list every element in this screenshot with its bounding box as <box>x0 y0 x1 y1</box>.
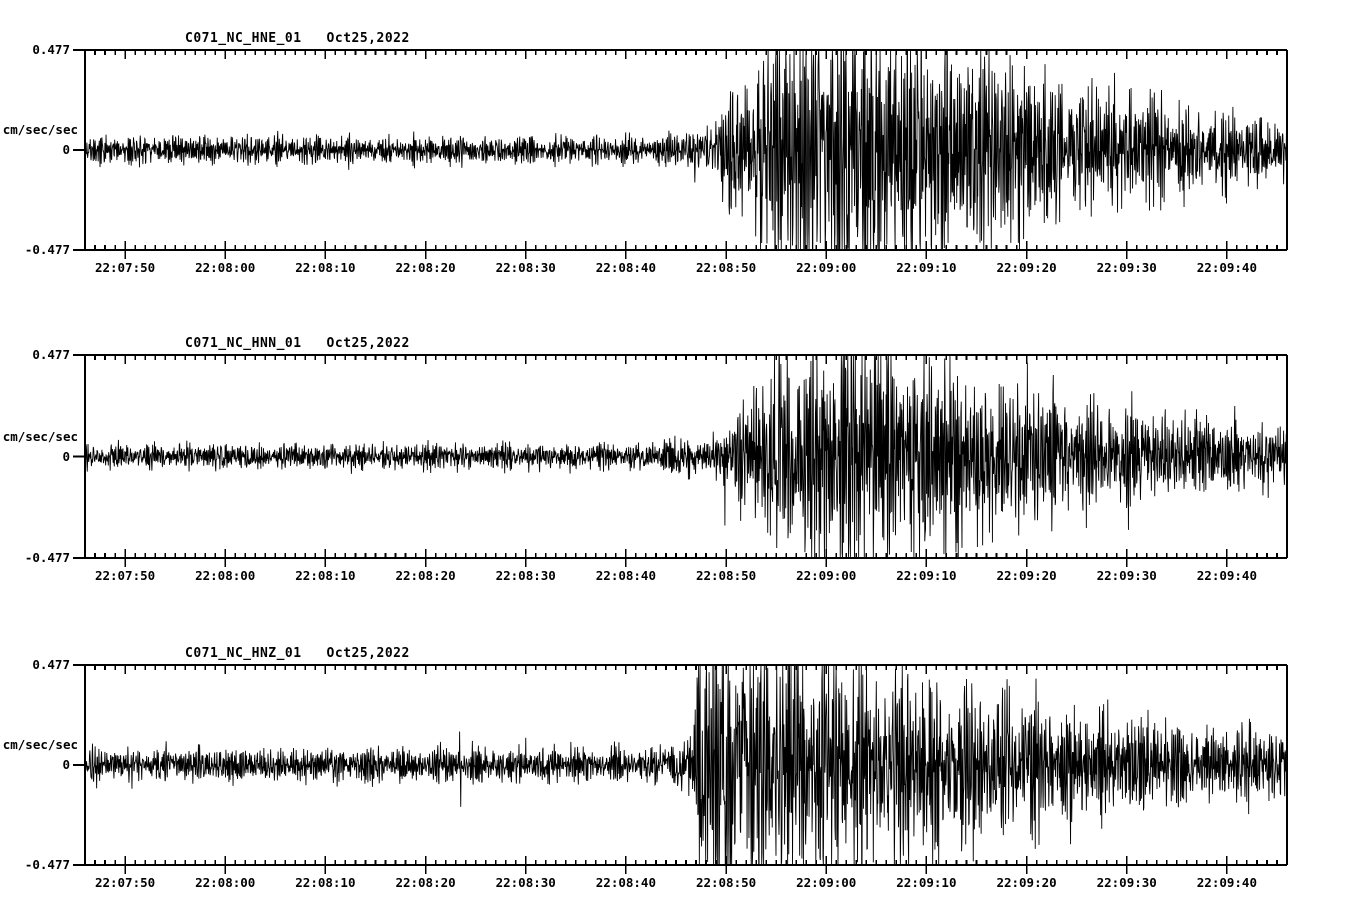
axis-frame <box>73 664 1288 874</box>
y-tick-label: 0.477 <box>32 657 70 672</box>
x-tick-label: 22:09:40 <box>1196 875 1257 890</box>
y-tick-label: 0.477 <box>32 347 70 362</box>
x-tick-label: 22:08:50 <box>695 260 757 275</box>
x-tick-label: 22:09:40 <box>1196 568 1257 583</box>
x-tick-label: 22:09:20 <box>996 260 1057 275</box>
y-tick-label: 0.477 <box>32 42 70 57</box>
x-tick-label: 22:08:30 <box>495 260 556 275</box>
x-tick-label: 22:08:40 <box>595 260 656 275</box>
waveform-trace <box>84 355 1288 558</box>
x-tick-label: 22:09:00 <box>796 875 857 890</box>
axis-frame <box>73 49 1288 259</box>
x-tick-label: 22:09:00 <box>796 260 857 275</box>
waveform-trace <box>84 665 1288 865</box>
x-tick-label: 22:08:10 <box>295 568 356 583</box>
x-tick-label: 22:08:50 <box>695 568 757 583</box>
x-tick-label: 22:08:20 <box>395 568 456 583</box>
x-tick-label: 22:09:10 <box>896 875 957 890</box>
x-tick-label: 22:09:40 <box>1196 260 1257 275</box>
x-tick-label: 22:08:10 <box>295 260 356 275</box>
x-tick-label: 22:07:50 <box>94 568 156 583</box>
x-tick-label: 22:09:10 <box>896 568 957 583</box>
x-tick-label: 22:07:50 <box>94 260 156 275</box>
waveform-trace <box>84 50 1288 251</box>
x-tick-label: 22:08:40 <box>595 875 656 890</box>
y-tick-label: 0 <box>62 142 70 157</box>
y-axis-unit-label: cm/sec/sec <box>2 122 78 137</box>
x-tick-label: 22:08:50 <box>695 875 757 890</box>
x-tick-label: 22:09:20 <box>996 875 1057 890</box>
x-tick-label: 22:08:30 <box>495 568 556 583</box>
y-tick-label: 0 <box>62 448 70 464</box>
x-tick-label: 22:08:20 <box>395 260 456 275</box>
x-tick-label: 22:08:00 <box>195 260 256 275</box>
x-tick-label: 22:08:00 <box>195 875 256 890</box>
x-tick-label: 22:08:30 <box>495 875 556 890</box>
panel-title: C071_NC_HNN_01 Oct25,2022 <box>185 336 410 351</box>
x-tick-label: 22:09:30 <box>1096 568 1157 583</box>
y-tick-label: -0.477 <box>24 550 70 565</box>
y-tick-label: -0.477 <box>24 857 70 872</box>
x-tick-label: 22:08:20 <box>395 875 456 890</box>
y-axis-unit-label: cm/sec/sec <box>2 737 78 752</box>
panel-title: C071_NC_HNZ_01 Oct25,2022 <box>185 646 410 661</box>
x-tick-label: 22:08:10 <box>295 875 356 890</box>
y-axis-unit-label: cm/sec/sec <box>2 428 78 444</box>
x-tick-label: 22:09:10 <box>896 260 957 275</box>
x-tick-label: 22:09:00 <box>796 568 857 583</box>
x-tick-label: 22:07:50 <box>94 875 156 890</box>
y-tick-label: -0.477 <box>24 242 70 257</box>
panel-title: C071_NC_HNE_01 Oct25,2022 <box>185 31 410 46</box>
x-tick-label: 22:09:30 <box>1096 260 1157 275</box>
x-tick-label: 22:09:30 <box>1096 875 1157 890</box>
y-tick-label: 0 <box>62 757 70 772</box>
x-tick-label: 22:08:40 <box>595 568 656 583</box>
x-tick-label: 22:08:00 <box>195 568 256 583</box>
x-tick-label: 22:09:20 <box>996 568 1057 583</box>
